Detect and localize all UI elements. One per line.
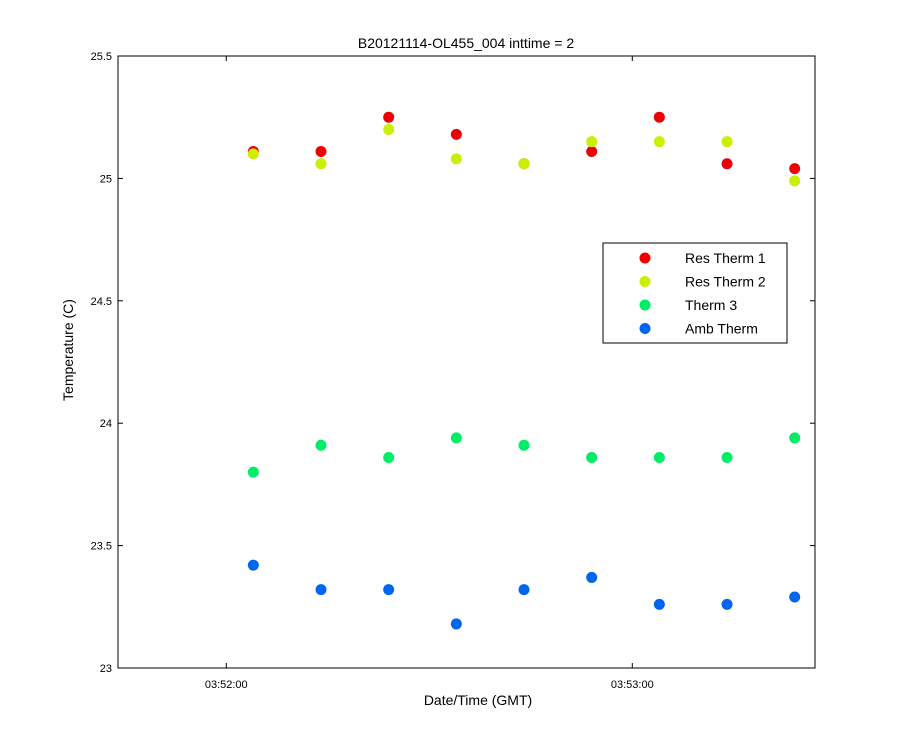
data-point [518,158,530,170]
y-tick-label: 23.5 [91,541,112,553]
data-point [450,128,462,140]
data-point [247,148,259,160]
y-tick-label: 24.5 [91,296,112,308]
chart-title: B20121114-OL455_004 inttime = 2 [358,35,574,51]
data-point [383,123,395,135]
legend-item: Res Therm 1 [639,250,766,266]
data-point [315,145,327,157]
data-point [450,432,462,444]
legend-item: Therm 3 [639,297,737,313]
data-point [789,591,801,603]
data-point [247,466,259,478]
data-point [721,598,733,610]
data-point [586,145,598,157]
data-point [450,153,462,165]
plot-area [117,55,816,669]
points-layer [247,111,801,630]
ticks-layer: 23 23.5 24 24.5 25 25.5 03:52:00 03:53:00 [91,51,815,691]
data-point [586,571,598,583]
data-point [789,432,801,444]
legend-marker [639,323,651,334]
data-point [518,439,530,451]
data-point [653,451,665,463]
data-point [721,451,733,463]
data-point [789,163,801,175]
data-point [383,451,395,463]
data-point [383,111,395,123]
legend-label: Amb Therm [685,321,758,337]
series-therm-3 [247,432,801,478]
x-tick-label: 03:53:00 [611,679,654,691]
legend-items: Res Therm 1 Res Therm 2 Therm 3 Amb Therm [639,250,766,337]
data-point [247,559,259,571]
data-point [315,158,327,170]
y-tick-label: 24 [100,418,112,430]
legend-item: Res Therm 2 [639,274,766,290]
legend-label: Therm 3 [685,297,737,313]
y-tick-label: 25.5 [91,51,112,63]
legend-marker [639,252,651,264]
data-point [315,584,327,596]
data-point [315,439,327,451]
x-axis-title: Date/Time (GMT) [424,692,532,708]
series-res-therm-2 [247,123,801,187]
data-point [450,618,462,630]
legend-marker [639,299,651,311]
data-point [653,598,665,610]
data-point [789,175,801,187]
legend-item: Amb Therm [639,321,758,337]
data-point [721,158,733,170]
data-point [586,136,598,148]
x-tick-label: 03:52:00 [205,679,248,691]
legend-box [602,242,788,344]
legend-marker [639,276,651,287]
data-point [518,584,530,596]
data-point [653,136,665,148]
legend: Res Therm 1 Res Therm 2 Therm 3 Amb Therm [602,242,788,344]
y-tick-label: 23 [100,663,112,675]
data-point [383,584,395,596]
data-point [586,451,598,463]
y-axis-title: Temperature (C) [60,299,76,401]
data-point [653,111,665,123]
legend-label: Res Therm 1 [685,250,766,266]
legend-label: Res Therm 2 [685,274,766,290]
series-amb-therm [247,559,801,630]
data-point [721,136,733,148]
y-tick-label: 25 [100,173,112,185]
